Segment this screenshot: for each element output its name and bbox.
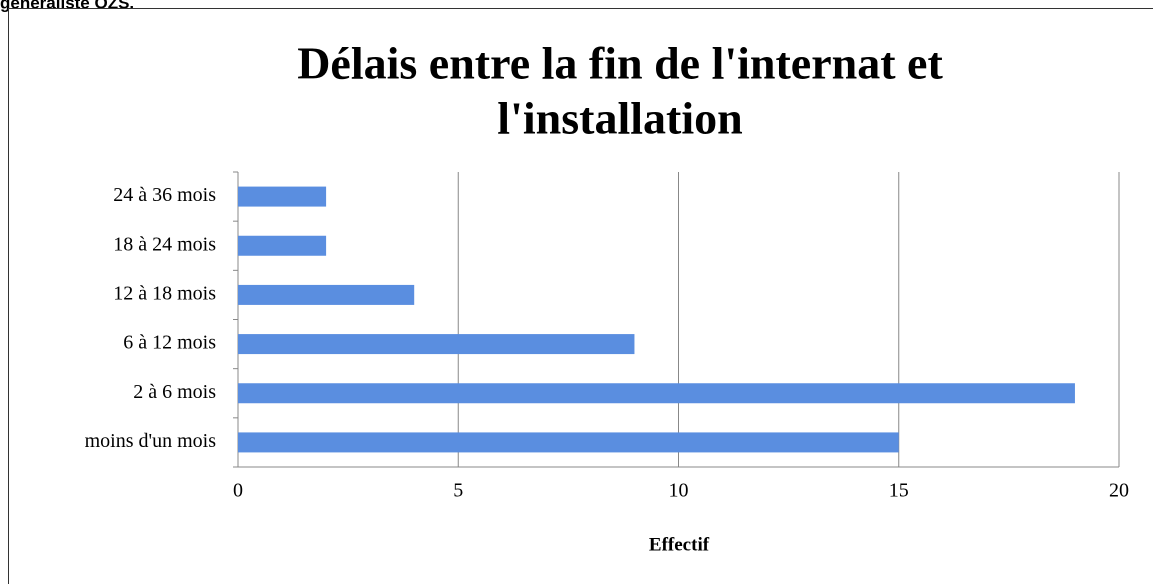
bar — [238, 284, 415, 305]
bar — [238, 186, 327, 207]
x-tick-label: 10 — [669, 480, 689, 502]
bar — [238, 383, 1075, 404]
y-tick-label: 2 à 6 mois — [133, 381, 216, 403]
y-tick-label: moins d'un mois — [85, 430, 217, 452]
chart-title: l'installation — [497, 93, 742, 144]
y-tick-label: 18 à 24 mois — [113, 233, 216, 255]
chart-title: Délais entre la fin de l'internat et — [297, 38, 943, 89]
x-axis-label: Effectif — [649, 534, 710, 555]
bar — [238, 235, 327, 256]
x-tick-label: 15 — [889, 480, 909, 502]
x-tick-label: 5 — [453, 480, 463, 502]
y-tick-label: 24 à 36 mois — [113, 184, 216, 206]
bar — [238, 334, 635, 355]
header-text: généraliste OZS. — [0, 0, 134, 12]
x-tick-label: 20 — [1109, 480, 1129, 502]
bar — [238, 432, 899, 453]
chart-border — [8, 8, 1153, 584]
y-tick-label: 12 à 18 mois — [113, 283, 216, 305]
y-tick-label: 6 à 12 mois — [123, 332, 216, 354]
x-tick-label: 0 — [233, 480, 243, 502]
